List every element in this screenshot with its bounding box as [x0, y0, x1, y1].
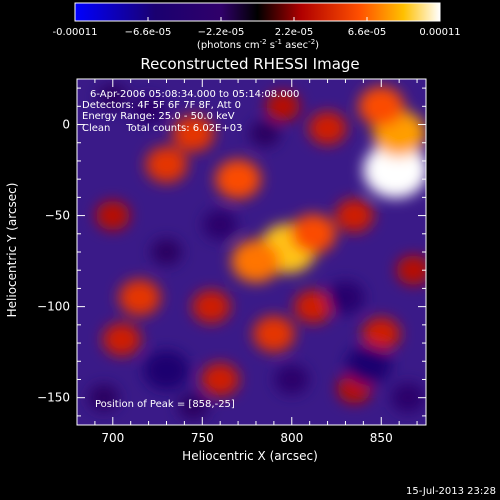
colorbar-tick-label: 0.00011 [419, 27, 460, 38]
intensity-blob [252, 315, 295, 353]
timestamp: 15-Jul-2013 23:28 [406, 486, 496, 497]
intensity-blob [265, 91, 300, 122]
intensity-blob [88, 384, 120, 411]
intensity-blob [145, 146, 188, 183]
intensity-blob [95, 200, 130, 231]
intensity-blob [396, 255, 426, 286]
intensity-blob [249, 120, 281, 147]
colorbar-unit-label: (photons cm-2 s-1 asec-2) [197, 38, 319, 51]
x-axis-label: Heliocentric X (arcsec) [182, 449, 318, 463]
colorbar-tick-label: 6.6e-05 [348, 27, 386, 38]
y-axis: 0 −50 −100 −150 [37, 87, 426, 417]
intensity-blob [151, 238, 182, 266]
colorbar [74, 2, 441, 22]
y-tick-label: 0 [62, 118, 70, 132]
intensity-blob [201, 362, 240, 397]
intensity-blob [203, 209, 238, 240]
annotation-energy-range: Energy Range: 25.0 - 50.0 keV [82, 111, 235, 122]
intensity-blob [345, 345, 392, 385]
intensity-blob [294, 290, 333, 324]
colorbar-tick-label: −6.6e-05 [125, 27, 172, 38]
intensity-blob [118, 279, 161, 316]
intensity-blob [290, 213, 337, 254]
chart-title: Reconstructed RHESSI Image [140, 55, 359, 73]
y-tick-label: −150 [37, 391, 70, 405]
x-tick-label: 800 [280, 431, 303, 445]
colorbar-tick-label: 2.2e-05 [275, 27, 313, 38]
intensity-blob [231, 239, 281, 283]
annotation-time-range: 6-Apr-2006 05:08:34.000 to 05:14:08.000 [90, 89, 299, 100]
intensity-blob [143, 350, 190, 391]
intensity-map [88, 83, 426, 421]
intensity-blob [362, 317, 401, 351]
intensity-blob [102, 322, 141, 356]
y-tick-label: −100 [37, 300, 70, 314]
intensity-blob [131, 95, 166, 125]
intensity-blob [335, 199, 374, 233]
intensity-blob [178, 393, 209, 421]
y-axis-label: Heliocentric Y (arcsec) [5, 183, 19, 318]
intensity-blob [363, 142, 426, 199]
intensity-blob [390, 382, 426, 413]
annotation-total-counts: Clean Total counts: 6.02E+03 [82, 123, 242, 134]
intensity-blob [308, 111, 347, 145]
annotation-detectors: Detectors: 4F 5F 6F 7F 8F, Att 0 [82, 100, 241, 111]
intensity-blob [192, 290, 231, 324]
x-tick-label: 750 [191, 431, 214, 445]
y-tick-label: −50 [45, 209, 70, 223]
intensity-blob [97, 83, 129, 111]
peak-position-label: Position of Peak = [858,-25] [95, 399, 235, 410]
intensity-blob [326, 280, 365, 315]
intensity-blob [215, 159, 261, 199]
x-tick-label: 700 [101, 431, 124, 445]
colorbar-tick-label: -0.00011 [53, 27, 98, 38]
x-tick-label: 850 [370, 431, 393, 445]
intensity-blob [274, 364, 309, 395]
colorbar-ticks: -0.00011 −6.6e-05 −2.2e-05 2.2e-05 6.6e-05 0.… [53, 17, 461, 38]
x-axis: 700 750 800 850 [94, 79, 418, 445]
intensity-blob [358, 86, 405, 127]
colorbar-tick-label: −2.2e-05 [198, 27, 245, 38]
intensity-blob [172, 115, 215, 152]
